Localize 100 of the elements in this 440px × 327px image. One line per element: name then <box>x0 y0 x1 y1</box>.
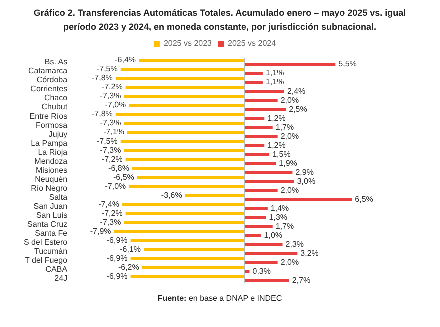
data-label: -7,0% <box>105 182 126 191</box>
bar <box>244 279 290 282</box>
bar <box>244 117 265 120</box>
bar <box>244 63 336 66</box>
y-tick-label: Chubut <box>42 102 68 112</box>
bar <box>122 203 245 206</box>
bar <box>120 68 245 72</box>
bar <box>144 248 245 252</box>
bar <box>244 162 276 166</box>
data-label: 6,5% <box>355 194 374 204</box>
data-label: -6,9% <box>106 254 128 263</box>
data-label: 1,0% <box>264 230 283 240</box>
bar <box>185 194 245 198</box>
bar <box>244 243 283 246</box>
y-tick-label: Bs. As <box>44 58 68 67</box>
data-label: 1,3% <box>269 212 288 222</box>
data-label: -7,2% <box>102 82 123 92</box>
y-tick-label: La Rioja <box>38 148 68 157</box>
chart-title: Gráfico 2. Transferencias Automáticas Totales. Acumulado enero – mayo 2025 vs. igual período 2023 y 2024, en moneda constante, por jurisdicción subnacional. <box>32 7 408 34</box>
y-tick-label: T del Fuego <box>25 256 68 265</box>
data-label: -7,5% <box>96 136 118 146</box>
bar <box>129 104 245 108</box>
data-label: 1,1% <box>266 68 284 78</box>
data-label: -7,3% <box>100 146 122 155</box>
legend-label: 2025 vs 2024 <box>228 39 277 48</box>
data-label: 2,0% <box>280 132 300 141</box>
data-label: 2,7% <box>292 276 311 285</box>
y-tick-label: Formosa <box>36 120 68 130</box>
bar <box>244 207 268 210</box>
source-note: Fuente: en base a DNAP e INDEC <box>156 294 284 303</box>
y-tick-label: Río Negro <box>31 184 68 193</box>
data-label: -6,2% <box>118 262 140 272</box>
bar <box>244 135 278 138</box>
y-tick-label: Mendoza <box>34 156 68 166</box>
bar <box>130 239 245 242</box>
data-label: 1,7% <box>276 122 294 132</box>
bar <box>244 198 352 202</box>
bar <box>132 167 245 170</box>
bar <box>116 76 245 80</box>
data-label: -7,3% <box>100 118 122 128</box>
data-label: 0,3% <box>252 266 271 276</box>
data-label: 2,5% <box>289 104 308 114</box>
data-label: 2,0% <box>280 96 300 105</box>
bar <box>244 90 284 94</box>
data-label: 3,0% <box>297 176 316 186</box>
data-label: -6,9% <box>106 272 128 281</box>
legend-label: 2025 vs 2023 <box>164 39 213 48</box>
y-tick-label: Salta <box>49 192 68 202</box>
bar <box>244 144 265 148</box>
data-label: -7,2% <box>102 154 123 164</box>
data-label: 1,4% <box>270 204 290 213</box>
y-tick-label: Córdoba <box>36 76 68 85</box>
y-tick-label: Tucumán <box>34 246 68 256</box>
data-label: 1,1% <box>266 78 284 87</box>
data-label: 2,0% <box>280 258 300 267</box>
bar <box>142 266 245 270</box>
data-label: -7,4% <box>98 200 120 209</box>
bar <box>124 149 245 152</box>
bar <box>126 212 245 216</box>
data-label: 2,4% <box>287 86 306 96</box>
y-tick-label: Corrientes <box>30 84 68 94</box>
bar <box>139 58 245 62</box>
y-tick-label: Neuquén <box>35 174 68 184</box>
y-tick-label: CABA <box>46 264 68 274</box>
data-label: -7,3% <box>100 218 122 227</box>
bar <box>126 86 245 90</box>
data-label: -7,8% <box>92 110 113 119</box>
bar <box>244 216 266 220</box>
y-tick-label: 24J <box>54 274 68 283</box>
data-label: 2,9% <box>296 168 314 177</box>
bar <box>137 176 245 180</box>
y-tick-label: Entre Ríos <box>30 112 68 121</box>
y-tick-label: Santa Fe <box>35 228 68 238</box>
bar <box>116 113 245 116</box>
bar <box>244 81 263 84</box>
data-label: 5,5% <box>338 60 357 69</box>
y-tick-label: Santa Cruz <box>28 220 68 229</box>
data-label: 2,0% <box>280 186 300 195</box>
bar <box>244 189 278 192</box>
bar <box>244 225 273 228</box>
bar <box>244 180 294 184</box>
data-label: -7,8% <box>92 74 113 83</box>
data-label: -3,6% <box>161 190 182 200</box>
y-tick-label: Chaco <box>44 94 68 103</box>
data-label: -7,1% <box>104 128 124 137</box>
y-tick-label: S del Estero <box>24 238 68 247</box>
data-label: -7,0% <box>105 100 126 110</box>
bar <box>244 108 286 112</box>
bar <box>126 158 245 162</box>
y-tick-label: Catamarca <box>28 66 68 76</box>
y-tick-label: La Pampa <box>31 138 68 148</box>
bar <box>124 221 245 224</box>
bar <box>244 72 263 76</box>
data-label: -6,8% <box>108 164 130 173</box>
bar <box>130 275 245 278</box>
data-label: -6,5% <box>113 172 134 182</box>
data-label: -6,1% <box>120 244 142 254</box>
data-label: 1,9% <box>279 158 298 168</box>
bar <box>120 140 245 144</box>
bar <box>244 261 278 264</box>
